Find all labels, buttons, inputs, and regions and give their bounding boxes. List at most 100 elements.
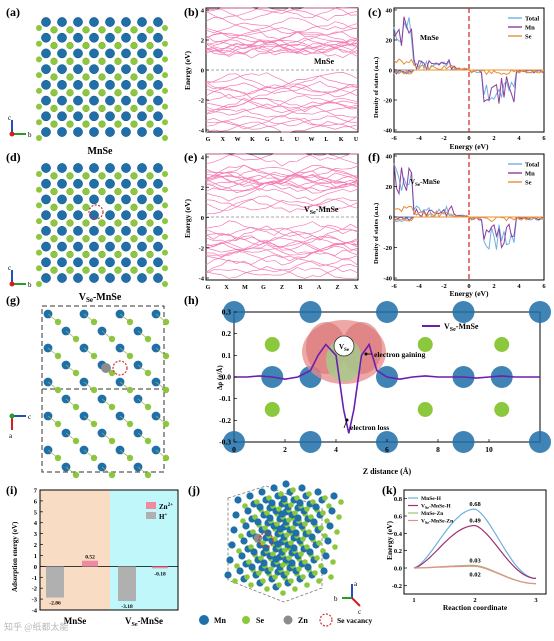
- panel-label-b: (b): [184, 5, 199, 19]
- se-atom: [114, 57, 122, 65]
- se-atom: [98, 235, 106, 243]
- x-ticks-f: -6 -4 -2 0 2 4 6: [391, 283, 546, 290]
- y-tick-label: 2: [201, 38, 204, 45]
- mn-atom: [248, 563, 256, 571]
- se-atom: [50, 172, 58, 180]
- se-atom: [310, 499, 316, 505]
- se-atom: [98, 26, 106, 34]
- se-atom: [326, 503, 332, 509]
- se-atom: [82, 73, 90, 81]
- band-line: [205, 153, 359, 167]
- mn-atom: [73, 95, 83, 106]
- legend-entry: VSe-MnSe-Zn: [421, 519, 453, 526]
- mn-atom: [41, 273, 51, 283]
- mn-atom: [268, 499, 276, 507]
- se-atom: [130, 235, 138, 243]
- se-atom: [162, 135, 168, 141]
- band-line: [205, 264, 359, 279]
- mn-atom: [73, 127, 83, 137]
- x-tick-label: 0: [232, 445, 236, 454]
- se-atom: [36, 72, 42, 79]
- se-atom: [162, 281, 168, 287]
- mn-atom: [296, 499, 304, 507]
- x-tick-label: X: [354, 285, 359, 291]
- mn-atom: [121, 226, 131, 236]
- legend-entry: Total: [525, 162, 539, 169]
- mn-atom: [153, 95, 163, 106]
- legend-j-se: Se: [256, 616, 264, 625]
- legend-h: VSe-MnSe: [422, 322, 479, 333]
- mn-atom: [41, 80, 51, 90]
- se-atom: [280, 590, 286, 596]
- panel-g: (g) c a: [6, 293, 170, 479]
- y-axis-label-e: Energy (eV): [183, 199, 192, 238]
- mn-atom: [41, 111, 51, 122]
- mn-atom: [137, 178, 147, 189]
- se-atom: [146, 187, 154, 196]
- mn-atom: [137, 257, 147, 268]
- se-atom: [36, 281, 42, 287]
- mn-atom: [452, 431, 475, 453]
- mn-atom: [121, 64, 131, 74]
- se-atom: [66, 26, 74, 34]
- x-tick-label: 0: [467, 135, 470, 142]
- mn-atom: [121, 163, 131, 173]
- se-atom: [114, 172, 122, 180]
- mn-atom: [232, 511, 240, 519]
- mn-atom: [89, 17, 99, 27]
- band-line: [205, 72, 359, 85]
- y-tick-label: 0.2: [394, 548, 402, 555]
- caption-mnse: MnSe: [88, 146, 114, 157]
- band-line: [205, 17, 359, 31]
- se-atom: [36, 103, 42, 110]
- se-atom: [50, 266, 58, 274]
- barrier-label: 0.03: [469, 557, 481, 564]
- barrier-labels-k: 0.68 0.49 0.03 0.02: [469, 501, 481, 578]
- se-atom: [66, 120, 74, 128]
- y-ticks-k: 0.8 0.6 0.4 0.2 0.0 -0.2: [392, 496, 407, 590]
- se-atom: [300, 574, 306, 580]
- y-tick-label: 6: [34, 498, 38, 505]
- legend-entry: Se: [525, 180, 532, 187]
- legend-i: Zn2+ H+: [146, 502, 173, 521]
- mn-atom: [529, 301, 551, 323]
- band-line: [205, 44, 359, 59]
- mn-atom: [250, 548, 258, 556]
- se-atom: [248, 544, 254, 550]
- mn-atom: [153, 17, 163, 27]
- mn-atom: [276, 525, 284, 533]
- y-tick-label: 20: [386, 38, 393, 45]
- x-tick-label: 6: [542, 135, 546, 142]
- x-tick-label: K: [339, 137, 344, 143]
- annotation-gaining: electron gaining: [364, 350, 426, 359]
- x-tick-label: Z: [280, 285, 284, 291]
- panel-label-e: (e): [184, 150, 197, 164]
- watermark: 知乎 @纸都太能: [4, 621, 69, 632]
- axis-letter-b-j: b: [334, 595, 338, 603]
- se-atom: [162, 25, 168, 31]
- mn-atom: [105, 194, 115, 205]
- category-label-vse-mnse: VSe-MnSe: [125, 616, 163, 628]
- mn-atom: [41, 127, 51, 137]
- y-ticks-f: 40 20 0 -20 -40: [383, 154, 397, 283]
- y-tick-label: 0.4: [394, 531, 403, 538]
- band-line: [205, 223, 359, 241]
- x-tick-label: 2: [473, 597, 476, 604]
- se-atom: [258, 555, 264, 561]
- zn-atom: [253, 533, 263, 543]
- x-tick-label: -6: [391, 135, 397, 142]
- se-atom: [244, 574, 250, 580]
- band-line: [205, 114, 359, 130]
- se-atom: [146, 89, 154, 97]
- mn-atom: [310, 518, 318, 526]
- mn-atom: [57, 178, 67, 189]
- mn-atom: [121, 127, 131, 137]
- se-atom: [250, 529, 256, 535]
- se-atom: [114, 250, 122, 259]
- mn-atom: [137, 80, 147, 90]
- mn-atom: [490, 366, 513, 388]
- dos-curves-c: [393, 16, 545, 104]
